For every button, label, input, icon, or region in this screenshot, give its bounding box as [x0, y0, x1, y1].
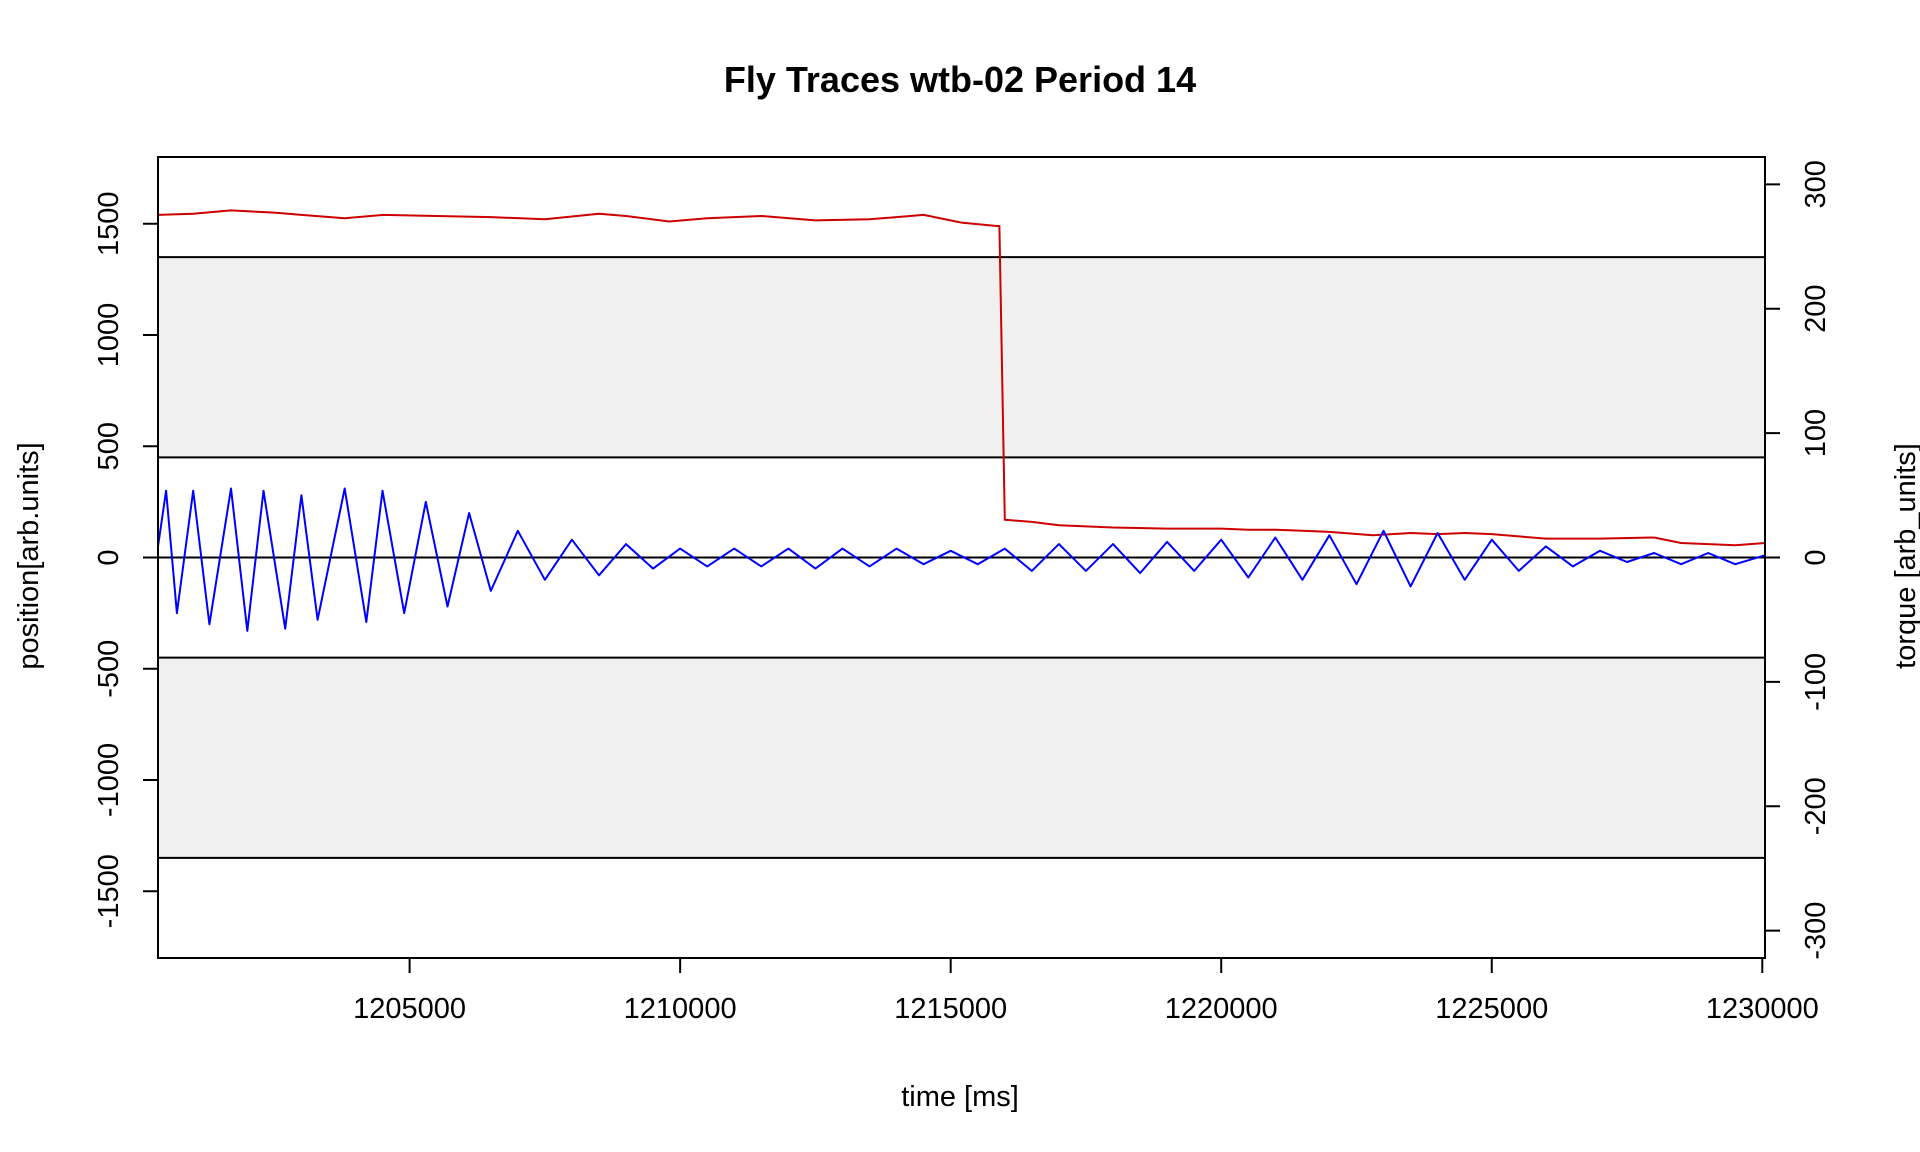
y-tick-left-label: 0: [93, 549, 125, 565]
chart-title: Fly Traces wtb-02 Period 14: [724, 59, 1196, 100]
x-tick-label: 1220000: [1165, 993, 1278, 1025]
y-tick-left-label: -500: [93, 640, 125, 698]
x-axis: 1205000 1210000 1215000 1220000 1225000 12300…: [353, 957, 1819, 1025]
y-tick-right-label: 300: [1800, 160, 1832, 208]
x-axis-label: time [ms]: [901, 1081, 1019, 1113]
y-tick-right-label: 100: [1800, 409, 1832, 457]
x-tick-label: 1215000: [894, 993, 1007, 1025]
horizontal-lines: [158, 256, 1765, 859]
y-tick-left-label: 500: [93, 422, 125, 470]
series-line-1: [157, 487, 1766, 632]
y-tick-right-label: 200: [1800, 285, 1832, 333]
x-tick-label: 1225000: [1435, 993, 1548, 1025]
series-layer: [157, 209, 1766, 632]
y-tick-left-label: 1500: [93, 191, 125, 256]
shaded-bands: [158, 257, 1765, 858]
y-tick-right-label: -100: [1800, 653, 1832, 711]
shaded-band-0: [158, 257, 1765, 458]
y-tick-left-label: -1500: [93, 854, 125, 928]
x-tick-label: 1210000: [624, 993, 737, 1025]
shaded-band-1: [158, 657, 1765, 858]
y-tick-right-label: -300: [1800, 902, 1832, 960]
y-axis-left-label: position[arb.units]: [13, 442, 45, 669]
y-tick-left-label: 1000: [93, 303, 125, 368]
y-axis-right-label: torque [arb_units]: [1890, 443, 1920, 669]
y-axis-left: -1500 -1000 -500 0 500 1000 1500: [93, 191, 159, 928]
y-axis-right: -300 -200 -100 0 100 200 300: [1764, 160, 1832, 960]
y-tick-right-label: 0: [1800, 549, 1832, 565]
series-line-0: [157, 209, 1766, 547]
x-tick-label: 1205000: [353, 993, 466, 1025]
y-tick-right-label: -200: [1800, 777, 1832, 835]
y-tick-left-label: -1000: [93, 743, 125, 817]
x-tick-label: 1230000: [1706, 993, 1819, 1025]
